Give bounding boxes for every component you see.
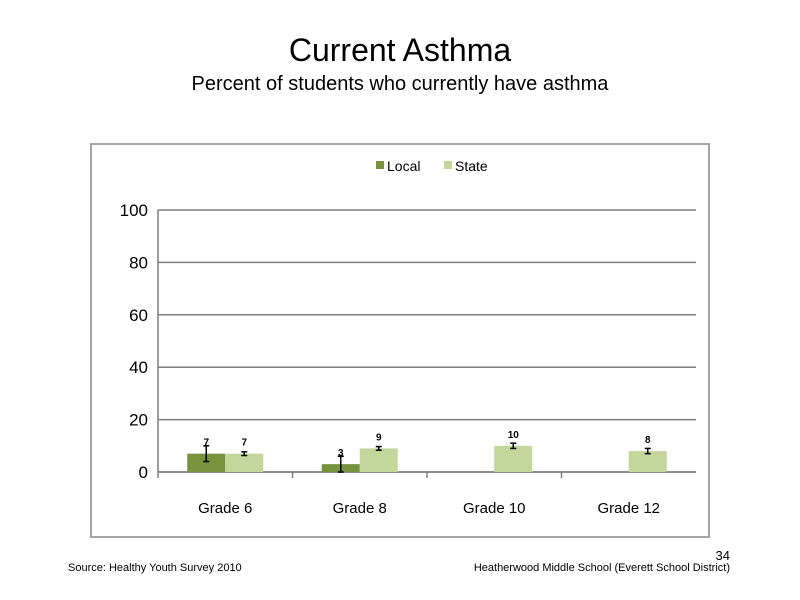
y-tick-label: 20 (129, 411, 148, 430)
y-tick-label: 0 (139, 463, 148, 482)
y-tick-label: 40 (129, 358, 148, 377)
page-number: 34 (715, 548, 730, 563)
legend-label-state: State (455, 158, 488, 174)
data-label: 8 (645, 435, 651, 446)
data-label: 10 (508, 430, 520, 441)
data-label: 3 (338, 448, 344, 459)
legend-swatch-state (444, 161, 452, 169)
x-tick-label: Grade 6 (198, 500, 252, 517)
data-label: 7 (241, 438, 247, 449)
bar-state (225, 453, 264, 472)
legend-swatch-local (376, 161, 384, 169)
school-name: Heatherwood Middle School (Everett Schoo… (473, 562, 730, 574)
bar-state (628, 451, 667, 472)
source-note: Source: Healthy Youth Survey 2010 (68, 562, 242, 574)
bar-state (359, 448, 398, 472)
data-label: 9 (376, 432, 382, 443)
data-label: 7 (203, 438, 209, 449)
x-tick-label: Grade 10 (463, 500, 526, 517)
bar-state (494, 445, 533, 472)
y-tick-label: 80 (129, 253, 148, 272)
x-tick-label: Grade 12 (597, 500, 660, 517)
y-tick-label: 100 (120, 201, 148, 220)
chart-frame (90, 143, 710, 538)
legend-label-local: Local (387, 158, 420, 174)
slide-subtitle: Percent of students who currently have a… (191, 73, 609, 95)
slide-title: Current Asthma (288, 32, 512, 68)
x-tick-label: Grade 8 (333, 500, 387, 517)
y-tick-label: 60 (129, 306, 148, 325)
bar-local (187, 453, 226, 472)
